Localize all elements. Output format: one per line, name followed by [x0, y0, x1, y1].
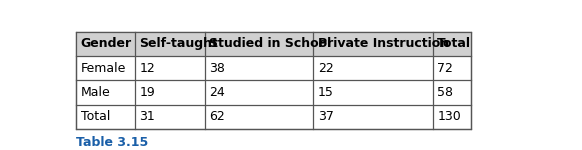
Text: Studied in School: Studied in School — [210, 38, 332, 51]
Text: Table 3.15: Table 3.15 — [76, 136, 148, 149]
Text: Male: Male — [81, 86, 111, 99]
Text: 38: 38 — [210, 62, 225, 75]
Text: Private Instruction: Private Instruction — [318, 38, 449, 51]
Text: Total: Total — [81, 110, 110, 123]
Text: 37: 37 — [318, 110, 333, 123]
Bar — [76, 32, 471, 129]
Text: Female: Female — [81, 62, 126, 75]
Text: 15: 15 — [318, 86, 333, 99]
Text: 130: 130 — [437, 110, 461, 123]
Text: 62: 62 — [210, 110, 225, 123]
Text: Gender: Gender — [81, 38, 132, 51]
Text: Self-taught: Self-taught — [140, 38, 218, 51]
Text: 24: 24 — [210, 86, 225, 99]
Text: 12: 12 — [140, 62, 155, 75]
Text: 72: 72 — [437, 62, 453, 75]
Text: 22: 22 — [318, 62, 333, 75]
Text: 19: 19 — [140, 86, 155, 99]
Text: 58: 58 — [437, 86, 453, 99]
Text: 31: 31 — [140, 110, 155, 123]
Text: Total: Total — [437, 38, 471, 51]
Bar — [76, 32, 471, 56]
